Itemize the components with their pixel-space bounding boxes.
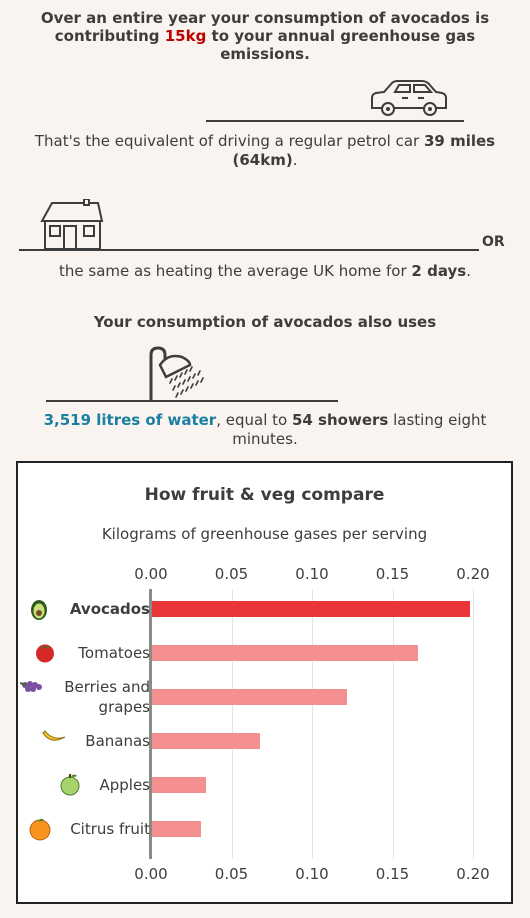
gridline: [392, 589, 394, 859]
bar-berries-and-grapes: [151, 689, 348, 705]
chart-title: How fruit & veg compare: [144, 485, 385, 505]
chart-subtitle: Kilograms of greenhouse gases per servin…: [101, 525, 428, 543]
shower-icon: [149, 346, 204, 401]
category-label: Bananas: [85, 732, 150, 750]
water-caption-text: , equal to: [216, 411, 292, 429]
car-caption-end: .: [292, 151, 298, 169]
bar-chart: 0.00 0.00 0.05 0.05 0.10 0.10 0.15 0.15 0.20 0.20…: [18, 463, 511, 902]
bar-tomatoes: [151, 645, 419, 661]
home-caption-text: the same as heating the average UK home …: [59, 262, 412, 280]
water-heading: Your consumption of avocados also uses: [93, 313, 437, 331]
category-label: Berries and grapes: [64, 678, 150, 716]
x-tick-label-bottom: 0.15: [375, 865, 410, 883]
tomato-icon: [34, 641, 56, 663]
orange-icon: [28, 817, 51, 841]
chart-panel: How fruit & veg compare Kilograms of gre…: [16, 461, 513, 904]
house-icon: [40, 199, 104, 250]
bar-apples: [151, 777, 206, 793]
x-tick-label-top: 0.00: [134, 565, 168, 583]
bar-bananas: [151, 733, 261, 749]
avocado-icon: [27, 597, 49, 620]
gridline: [473, 589, 474, 859]
gridline: [312, 589, 313, 859]
water-caption-end: lasting eight minutes.: [232, 411, 487, 448]
car-road-line: [206, 120, 464, 122]
x-tick-label-top: 0.15: [375, 565, 410, 583]
car-caption-amount: 39 miles (64km): [232, 132, 496, 169]
banana-icon: [41, 729, 66, 751]
water-caption: 3,519 litres of water, equal to 54 showe…: [10, 411, 520, 449]
category-label: Apples: [99, 776, 150, 794]
grapes-icon: [19, 679, 42, 701]
x-tick-label-bottom: 0.05: [214, 865, 249, 883]
x-tick-label-top: 0.10: [295, 565, 329, 583]
x-tick-label-bottom: 0.10: [295, 865, 329, 883]
water-amount: 3,519 litres of water: [43, 411, 217, 429]
or-label: OR: [482, 234, 505, 250]
home-caption-amount: 2 days: [411, 262, 467, 280]
x-tick-label-bottom: 0.20: [456, 865, 490, 883]
headline-text: Over an entire year your consumption of …: [40, 9, 490, 45]
category-label: Citrus fruit: [70, 820, 150, 838]
car-caption-text: That's the equivalent of driving a regul…: [34, 132, 424, 150]
apple-icon: [59, 772, 81, 796]
house-ground-line: [19, 249, 479, 251]
gridline: [231, 589, 233, 859]
home-caption: the same as heating the average UK home …: [20, 262, 510, 281]
bar-avocados: [151, 601, 470, 617]
shower-floor-line: [46, 400, 338, 402]
car-icon: [371, 80, 447, 116]
car-caption: That's the equivalent of driving a regul…: [28, 132, 502, 170]
category-label: Avocados: [69, 600, 150, 618]
headline-amount: 15kg: [164, 27, 207, 45]
shower-count: 54 showers: [291, 411, 389, 429]
headline-text-end: to your annual greenhouse gas emissions.: [206, 27, 476, 63]
x-tick-label-top: 0.05: [214, 565, 249, 583]
home-caption-end: .: [466, 262, 471, 280]
category-label: Tomatoes: [78, 644, 150, 662]
x-tick-label-top: 0.20: [456, 565, 490, 583]
y-axis-line: [149, 589, 152, 859]
headline: Over an entire year your consumption of …: [20, 9, 510, 63]
x-tick-label-bottom: 0.00: [134, 865, 168, 883]
bar-citrus-fruit: [151, 821, 201, 837]
